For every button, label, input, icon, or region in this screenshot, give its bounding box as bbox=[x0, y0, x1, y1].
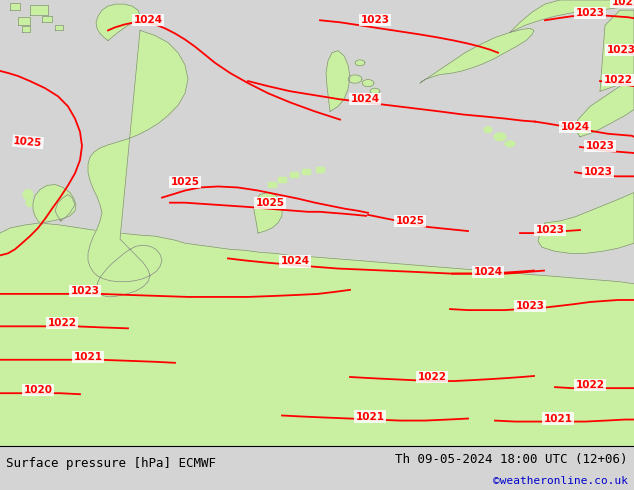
Text: 1023: 1023 bbox=[536, 225, 564, 235]
Text: Th 09-05-2024 18:00 UTC (12+06): Th 09-05-2024 18:00 UTC (12+06) bbox=[395, 453, 628, 466]
Polygon shape bbox=[370, 88, 380, 94]
Polygon shape bbox=[326, 50, 350, 112]
Text: 1024: 1024 bbox=[474, 267, 503, 276]
Polygon shape bbox=[18, 17, 30, 25]
Text: 1024: 1024 bbox=[280, 256, 309, 267]
Text: 1020: 1020 bbox=[23, 385, 53, 395]
Polygon shape bbox=[420, 28, 534, 83]
Polygon shape bbox=[316, 167, 324, 172]
Polygon shape bbox=[278, 177, 286, 182]
Text: 1021: 1021 bbox=[612, 0, 634, 7]
Polygon shape bbox=[42, 16, 52, 22]
Polygon shape bbox=[355, 60, 365, 66]
Text: 1023: 1023 bbox=[583, 167, 612, 177]
Polygon shape bbox=[88, 30, 188, 297]
Text: 1021: 1021 bbox=[74, 352, 103, 362]
Text: 1025: 1025 bbox=[13, 136, 43, 148]
Polygon shape bbox=[302, 169, 310, 174]
Text: 1022: 1022 bbox=[604, 75, 633, 85]
Text: 1022: 1022 bbox=[418, 372, 446, 382]
Polygon shape bbox=[55, 195, 75, 221]
Text: 1025: 1025 bbox=[396, 216, 425, 226]
Text: 1021: 1021 bbox=[543, 414, 573, 423]
Polygon shape bbox=[30, 5, 48, 15]
Polygon shape bbox=[348, 75, 362, 83]
Polygon shape bbox=[0, 223, 634, 446]
Polygon shape bbox=[55, 25, 63, 30]
Polygon shape bbox=[96, 4, 140, 41]
Text: 1021: 1021 bbox=[356, 412, 384, 421]
Polygon shape bbox=[10, 3, 20, 10]
Text: 1025: 1025 bbox=[256, 197, 285, 208]
Polygon shape bbox=[254, 193, 282, 233]
Polygon shape bbox=[23, 190, 33, 199]
Polygon shape bbox=[26, 198, 34, 207]
Text: 1024: 1024 bbox=[560, 122, 590, 132]
Text: 1023: 1023 bbox=[361, 15, 389, 25]
Text: 1022: 1022 bbox=[48, 318, 77, 328]
Polygon shape bbox=[362, 79, 374, 87]
Text: 1023: 1023 bbox=[607, 45, 634, 55]
Text: ©weatheronline.co.uk: ©weatheronline.co.uk bbox=[493, 476, 628, 486]
Text: 1023: 1023 bbox=[70, 286, 100, 296]
Text: Surface pressure [hPa] ECMWF: Surface pressure [hPa] ECMWF bbox=[6, 457, 216, 469]
Polygon shape bbox=[510, 0, 634, 32]
Text: 1024: 1024 bbox=[351, 94, 380, 104]
Text: 1023: 1023 bbox=[586, 141, 614, 151]
Text: 1024: 1024 bbox=[133, 15, 162, 25]
Polygon shape bbox=[495, 133, 506, 141]
Text: 1023: 1023 bbox=[576, 8, 604, 18]
Text: 1022: 1022 bbox=[576, 380, 604, 390]
Polygon shape bbox=[600, 10, 634, 91]
Polygon shape bbox=[484, 127, 492, 133]
Polygon shape bbox=[268, 182, 276, 188]
Text: 1025: 1025 bbox=[171, 177, 200, 187]
Polygon shape bbox=[22, 26, 30, 32]
Polygon shape bbox=[538, 193, 634, 253]
Polygon shape bbox=[575, 81, 634, 137]
Polygon shape bbox=[505, 141, 515, 147]
Text: 1023: 1023 bbox=[515, 301, 545, 311]
Polygon shape bbox=[290, 172, 298, 177]
Polygon shape bbox=[33, 184, 76, 224]
